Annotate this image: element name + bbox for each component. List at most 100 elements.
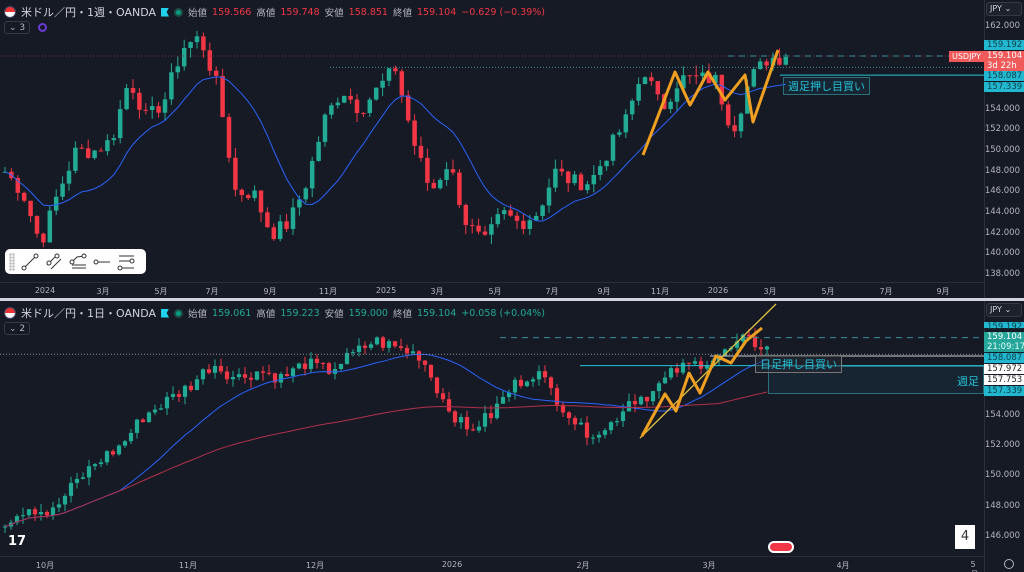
low-value: 158.851	[348, 6, 388, 18]
candle-body	[175, 66, 181, 73]
daily-candles[interactable]	[0, 301, 984, 556]
settings-gear-icon[interactable]	[1004, 559, 1014, 569]
daily-chart-pane[interactable]: 米ドル／円・1日・OANDA 始値 159.061 高値 159.223 安値 159…	[0, 301, 1024, 572]
candle-body	[314, 358, 320, 363]
candle-body	[410, 351, 416, 354]
candle-body	[399, 71, 405, 96]
time-tick: 11月	[178, 561, 198, 570]
candle-body	[655, 81, 661, 95]
daily-pullback-note[interactable]: 日足押し目買い	[755, 355, 842, 373]
open-label: 始値	[188, 309, 208, 320]
candle-body	[553, 168, 558, 188]
candle-body	[213, 70, 219, 76]
candle-body	[578, 174, 584, 191]
market-status-icon[interactable]	[174, 308, 184, 318]
indicator-icon[interactable]	[38, 23, 47, 32]
high-label: 高値	[256, 309, 276, 320]
candle-body	[297, 199, 302, 208]
time-axis[interactable]: 10月 11月 12月 2026 2月 3月 4月 5月	[0, 556, 984, 572]
parallel-channel-icon[interactable]	[45, 253, 63, 271]
candle-body	[530, 379, 536, 382]
candle-body	[524, 381, 530, 387]
currency-select[interactable]: JPY ⌄	[986, 303, 1022, 317]
candle-body	[437, 179, 443, 189]
symbol-title[interactable]: 米ドル／円・1日・OANDA	[21, 307, 157, 320]
candle-body	[21, 192, 27, 201]
open-value: 159.061	[212, 307, 252, 319]
indicator-toggle[interactable]: ⌄ 3	[4, 21, 31, 34]
weekly-candles[interactable]	[0, 0, 984, 282]
candle-body	[182, 385, 188, 397]
change-value: +0.058 (+0.04%)	[461, 307, 546, 319]
candle-body	[590, 437, 596, 439]
candle-body	[149, 106, 155, 111]
tradingview-logo[interactable]: 17	[8, 534, 27, 549]
candle-body	[226, 116, 232, 158]
candle-body	[698, 361, 704, 369]
candle-body	[79, 147, 85, 149]
candle-body	[446, 399, 452, 412]
fib-levels-icon[interactable]	[117, 253, 135, 271]
weekly-zone-note[interactable]: 週足	[768, 366, 984, 394]
zigzag-drawing	[641, 49, 780, 156]
price-tag: 157.972	[984, 364, 1024, 374]
candle-body	[271, 227, 277, 240]
candle-body	[764, 346, 770, 350]
candle-body	[162, 99, 168, 113]
price-axis[interactable]: JPY ⌄ 154.000 152.000 150.000 148.000 146.00…	[984, 301, 1024, 572]
candle-body	[527, 220, 533, 229]
weekly-pullback-note[interactable]: 週足押し目買い	[783, 77, 870, 95]
candle-body	[662, 377, 668, 384]
zigzag-drawing	[640, 326, 763, 437]
candle-body	[117, 109, 123, 139]
candle-body	[164, 396, 170, 409]
price-axis[interactable]: JPY ⌄ 162.000 154.000 152.000 150.000 148.00…	[984, 0, 1024, 298]
candle-body	[533, 215, 539, 221]
candle-body	[482, 413, 488, 427]
currency-select[interactable]: JPY ⌄	[986, 2, 1022, 16]
candle-body	[629, 100, 635, 115]
candle-body	[350, 351, 356, 353]
candle-body	[239, 189, 245, 196]
pitchfork-icon[interactable]	[69, 253, 87, 271]
price-tick: 154.000	[984, 103, 1020, 114]
candle-body	[188, 42, 193, 48]
candle-body	[143, 109, 149, 111]
candle-body	[206, 369, 212, 373]
candle-body	[302, 363, 308, 369]
candle-body	[98, 462, 104, 465]
candle-body	[464, 416, 470, 430]
close-label: 終値	[392, 8, 412, 19]
indicator-toggle[interactable]: ⌄ 2	[4, 322, 31, 335]
price-tick: 152.000	[984, 440, 1020, 451]
drag-handle-icon[interactable]	[9, 252, 15, 271]
candle-body	[32, 509, 38, 515]
market-status-icon[interactable]	[174, 7, 184, 17]
price-tick: 140.000	[984, 248, 1020, 259]
candle-body	[284, 221, 289, 229]
symbol-title[interactable]: 米ドル／円・1週・OANDA	[21, 6, 157, 19]
candle-body	[309, 160, 315, 189]
candle-body	[494, 403, 500, 419]
candle-body	[725, 104, 731, 126]
candle-body	[444, 169, 449, 180]
weekly-chart-pane[interactable]: 米ドル／円・1週・OANDA 始値 159.566 高値 159.748 安値 158…	[0, 0, 1024, 298]
horizontal-ray-icon[interactable]	[93, 253, 111, 271]
candle-body	[56, 504, 62, 508]
low-label: 安値	[324, 8, 344, 19]
flag-marker-icon[interactable]	[161, 308, 170, 318]
candle-body	[74, 478, 80, 483]
candle-body	[356, 345, 362, 352]
pane-divider[interactable]	[0, 298, 1024, 301]
candle-body	[86, 466, 92, 478]
candle-body	[602, 430, 608, 435]
ma-fast-line	[4, 353, 768, 528]
replay-icon[interactable]	[768, 541, 794, 553]
candle-body	[296, 363, 302, 369]
candle-body	[303, 188, 309, 200]
flag-marker-icon[interactable]	[161, 7, 170, 17]
candle-body	[110, 451, 116, 455]
time-axis[interactable]: 2024 3月 5月 7月 9月 11月 2025 3月 5月 7月 9月 11月 2026 3月 5月 7月…	[0, 282, 984, 298]
trend-line-icon[interactable]	[21, 253, 39, 271]
candle-body	[495, 214, 501, 225]
